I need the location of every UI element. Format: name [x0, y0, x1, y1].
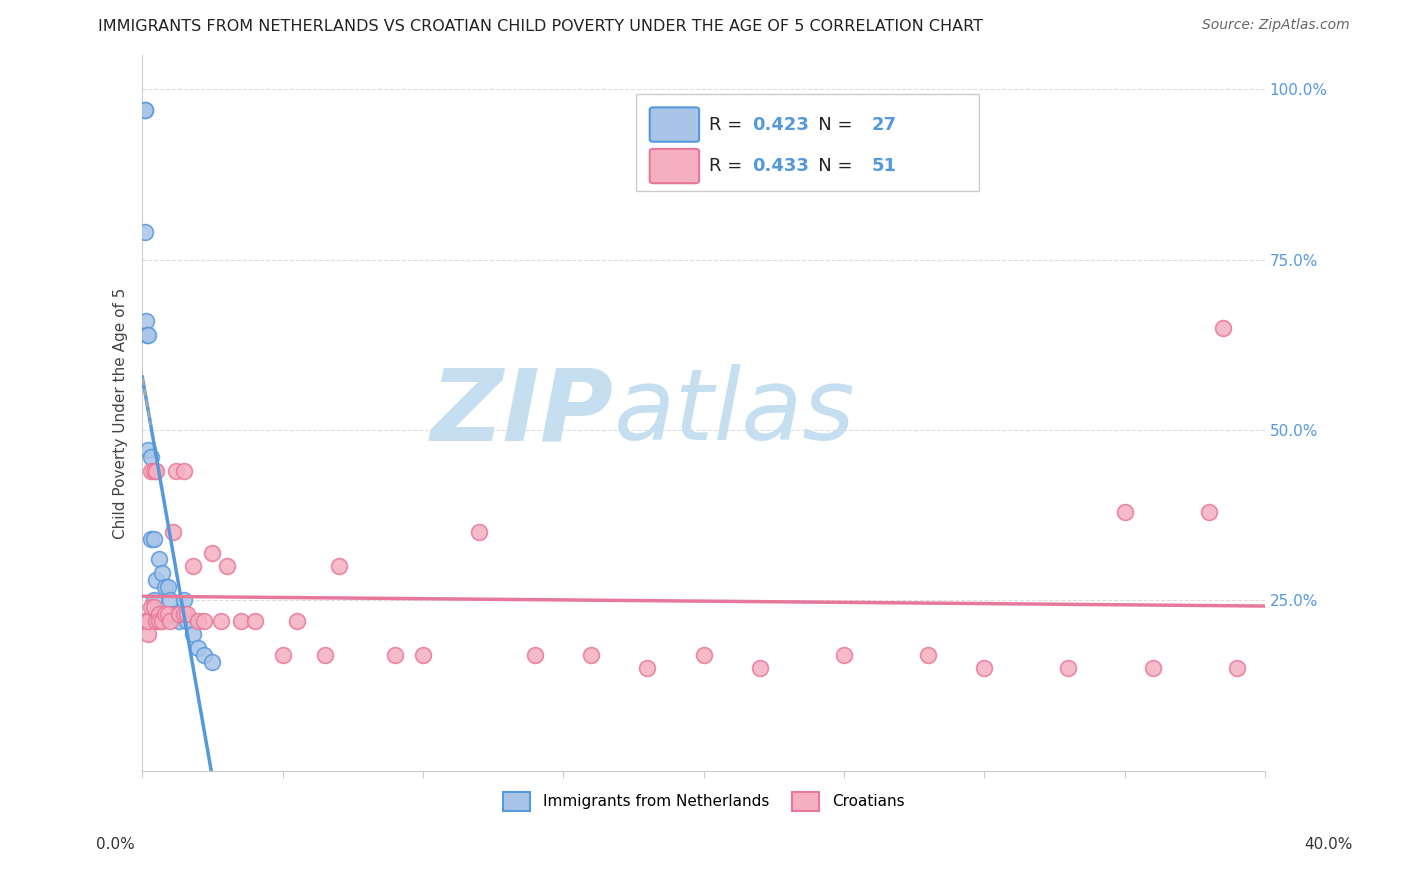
Point: [139, 464, 162, 478]
Point: [176, 607, 198, 621]
Point: [150, 614, 173, 628]
Point: [412, 648, 434, 662]
Point: [243, 614, 266, 628]
Point: [165, 607, 187, 621]
Point: [142, 600, 165, 615]
Point: [135, 327, 157, 342]
Point: [201, 546, 224, 560]
Point: [159, 593, 181, 607]
Point: [201, 655, 224, 669]
Point: [314, 648, 336, 662]
Text: atlas: atlas: [614, 365, 855, 461]
Point: [193, 614, 215, 628]
Point: [167, 607, 190, 621]
Text: R =: R =: [709, 157, 748, 175]
Point: [136, 327, 159, 342]
Point: [142, 532, 165, 546]
Text: ZIP: ZIP: [430, 365, 614, 461]
Point: [136, 627, 159, 641]
Text: IMMIGRANTS FROM NETHERLANDS VS CROATIAN CHILD POVERTY UNDER THE AGE OF 5 CORRELA: IMMIGRANTS FROM NETHERLANDS VS CROATIAN …: [98, 20, 983, 34]
Point: [173, 593, 195, 607]
Point: [285, 614, 308, 628]
Point: [145, 573, 167, 587]
Point: [229, 614, 252, 628]
Text: N =: N =: [801, 157, 859, 175]
Point: [173, 464, 195, 478]
Point: [150, 566, 173, 580]
Point: [1114, 505, 1136, 519]
Point: [139, 600, 162, 615]
Point: [136, 443, 159, 458]
Point: [187, 614, 209, 628]
Point: [1057, 661, 1080, 675]
Point: [136, 614, 159, 628]
Point: [148, 607, 170, 621]
Y-axis label: Child Poverty Under the Age of 5: Child Poverty Under the Age of 5: [114, 287, 128, 539]
Text: 0.0%: 0.0%: [96, 838, 135, 852]
Point: [156, 580, 179, 594]
Point: [156, 607, 179, 621]
Point: [139, 532, 162, 546]
Text: 51: 51: [872, 157, 897, 175]
Point: [328, 559, 350, 574]
Point: [162, 607, 184, 621]
Point: [134, 103, 156, 117]
Point: [135, 614, 157, 628]
Point: [145, 614, 167, 628]
Point: [134, 103, 156, 117]
Point: [468, 525, 491, 540]
Point: [148, 552, 170, 566]
Point: [142, 464, 165, 478]
Point: [135, 314, 157, 328]
Text: 40.0%: 40.0%: [1305, 838, 1353, 852]
Point: [973, 661, 995, 675]
Point: [215, 559, 238, 574]
Point: [193, 648, 215, 662]
Point: [153, 607, 176, 621]
Point: [748, 661, 770, 675]
Point: [176, 614, 198, 628]
Text: 27: 27: [872, 116, 897, 134]
Point: [145, 464, 167, 478]
Text: Source: ZipAtlas.com: Source: ZipAtlas.com: [1202, 18, 1350, 31]
Point: [187, 640, 209, 655]
Point: [153, 580, 176, 594]
Point: [384, 648, 406, 662]
FancyBboxPatch shape: [650, 107, 699, 142]
Text: R =: R =: [709, 116, 748, 134]
Point: [134, 225, 156, 239]
Point: [917, 648, 939, 662]
Legend: Immigrants from Netherlands, Croatians: Immigrants from Netherlands, Croatians: [496, 786, 910, 817]
Text: 0.423: 0.423: [752, 116, 808, 134]
Point: [173, 607, 195, 621]
Point: [181, 627, 204, 641]
Point: [524, 648, 547, 662]
Point: [1198, 505, 1220, 519]
Point: [636, 661, 658, 675]
Point: [209, 614, 232, 628]
Point: [167, 614, 190, 628]
Point: [581, 648, 603, 662]
Point: [159, 614, 181, 628]
Point: [692, 648, 714, 662]
Point: [271, 648, 294, 662]
Text: N =: N =: [801, 116, 859, 134]
Point: [1142, 661, 1164, 675]
Point: [145, 607, 167, 621]
Point: [162, 525, 184, 540]
Point: [165, 464, 187, 478]
Point: [1226, 661, 1249, 675]
Point: [148, 614, 170, 628]
FancyBboxPatch shape: [650, 149, 699, 183]
Point: [134, 614, 156, 628]
Point: [181, 559, 204, 574]
Point: [1212, 320, 1234, 334]
Point: [139, 450, 162, 465]
Text: 0.433: 0.433: [752, 157, 808, 175]
Point: [142, 593, 165, 607]
Point: [832, 648, 855, 662]
FancyBboxPatch shape: [637, 95, 979, 191]
